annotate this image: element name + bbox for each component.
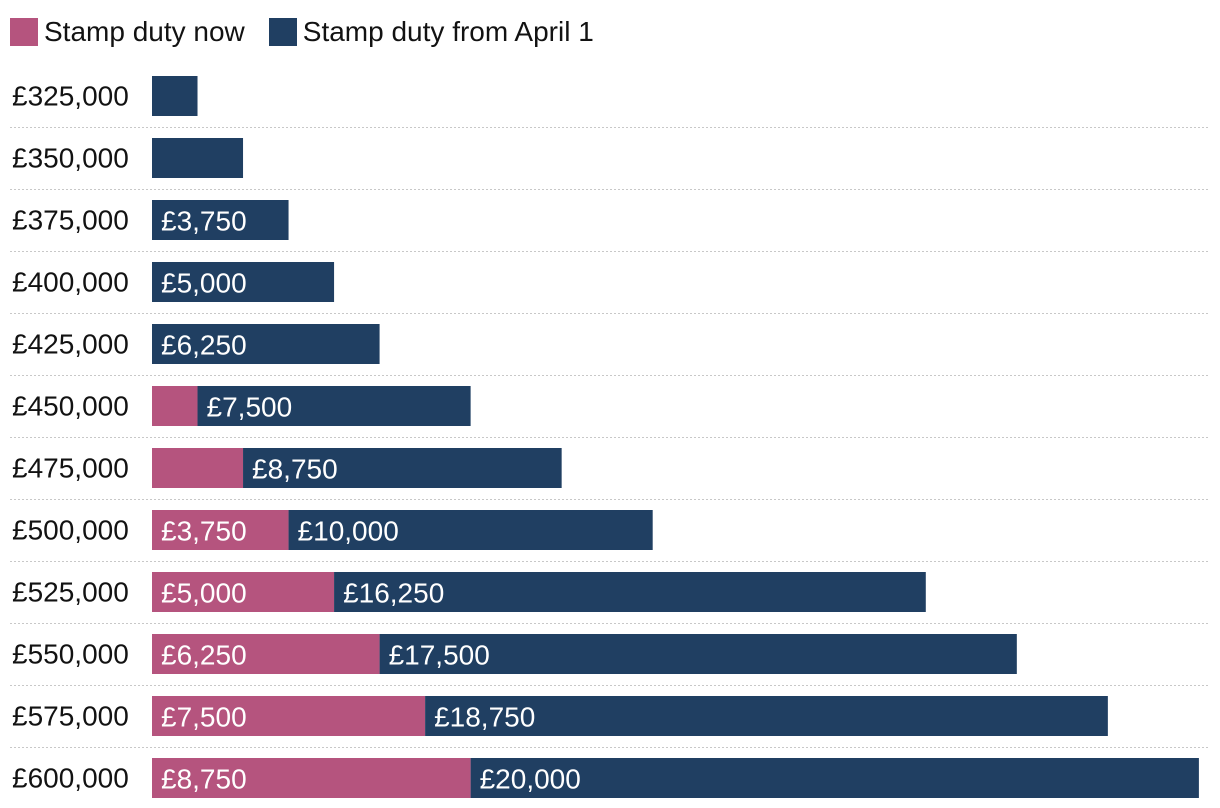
- data-label-april-600-000: £20,000: [480, 764, 581, 795]
- legend-label-stamp-duty-now: Stamp duty now: [44, 16, 245, 47]
- category-label-575-000: £575,000: [12, 701, 129, 732]
- data-label-april-475-000: £8,750: [252, 454, 338, 485]
- data-label-april-375-000: £3,750: [161, 206, 247, 237]
- data-label-april-575-000: £18,750: [434, 702, 535, 733]
- bar-now-550-000: [152, 634, 380, 674]
- category-label-450-000: £450,000: [12, 391, 129, 422]
- category-label-400-000: £400,000: [12, 267, 129, 298]
- data-label-april-500-000: £10,000: [298, 516, 399, 547]
- bar-april-500-000: [288, 510, 653, 550]
- bar-april-600-000: [470, 758, 1199, 798]
- bar-april-525-000: [334, 572, 926, 612]
- legend-swatch-stamp-duty-april: [268, 18, 297, 46]
- category-label-600-000: £600,000: [12, 763, 129, 794]
- data-label-april-550-000: £17,500: [389, 640, 490, 671]
- legend-label-stamp-duty-april: Stamp duty from April 1: [302, 16, 594, 47]
- bar-april-550-000: [379, 634, 1017, 674]
- bar-now-475-000: [152, 448, 244, 488]
- data-label-now-525-000: £5,000: [161, 578, 247, 609]
- bar-april-575-000: [425, 696, 1108, 736]
- category-label-350-000: £350,000: [12, 143, 129, 174]
- data-label-now-550-000: £6,250: [161, 640, 247, 671]
- legend-swatch-stamp-duty-now: [10, 18, 38, 46]
- bar-april-375-000: [152, 200, 289, 240]
- category-label-475-000: £475,000: [12, 453, 129, 484]
- data-label-april-525-000: £16,250: [343, 578, 444, 609]
- category-label-375-000: £375,000: [12, 205, 129, 236]
- bar-april-450-000: [197, 386, 471, 426]
- bar-now-500-000: [152, 510, 289, 550]
- bar-april-475-000: [243, 448, 562, 488]
- category-label-425-000: £425,000: [12, 329, 129, 360]
- category-label-325-000: £325,000: [12, 81, 129, 112]
- data-label-april-450-000: £7,500: [207, 392, 293, 423]
- data-label-april-400-000: £5,000: [161, 268, 247, 299]
- bar-now-525-000: [152, 572, 335, 612]
- bar-april-400-000: [152, 262, 335, 302]
- legend-item-stamp-duty-now: Stamp duty now: [10, 16, 245, 48]
- bar-now-450-000: [152, 386, 198, 426]
- category-label-500-000: £500,000: [12, 515, 129, 546]
- bar-now-600-000: [152, 758, 471, 798]
- data-label-april-425-000: £6,250: [161, 330, 247, 361]
- category-label-550-000: £550,000: [12, 639, 129, 670]
- bar-april-350-000: [152, 138, 244, 178]
- category-label-525-000: £525,000: [12, 577, 129, 608]
- chart-legend: Stamp duty now Stamp duty from April 1: [10, 16, 618, 48]
- data-label-now-575-000: £7,500: [161, 702, 247, 733]
- data-label-now-500-000: £3,750: [161, 516, 247, 547]
- data-label-now-600-000: £8,750: [161, 764, 247, 795]
- legend-item-stamp-duty-april: Stamp duty from April 1: [268, 16, 594, 48]
- bar-april-325-000: [152, 76, 198, 116]
- bar-april-425-000: [152, 324, 380, 364]
- bar-now-575-000: [152, 696, 426, 736]
